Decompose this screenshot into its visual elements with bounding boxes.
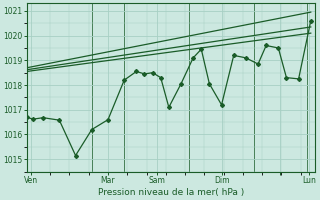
X-axis label: Pression niveau de la mer( hPa ): Pression niveau de la mer( hPa ): [98, 188, 244, 197]
